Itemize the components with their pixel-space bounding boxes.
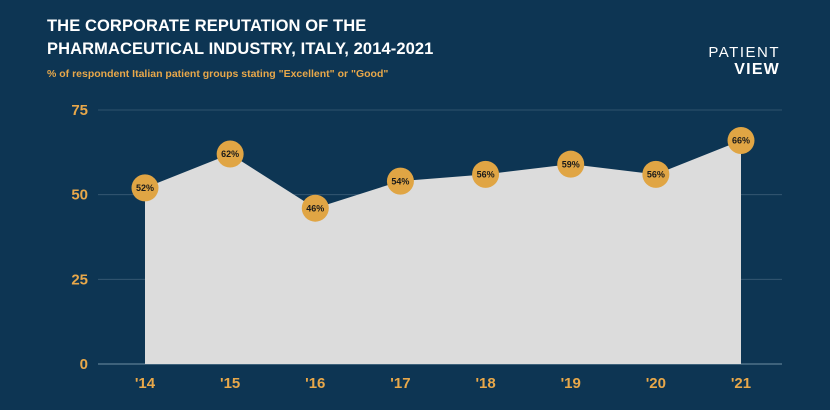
x-tick-label: '16 [305,375,325,392]
patientview-logo: PATIENT VIEW [708,44,780,78]
data-point [472,160,500,188]
data-label: 54% [391,176,409,186]
data-point [557,150,585,178]
y-tick-label: 75 [71,102,88,119]
data-point [642,160,670,188]
x-tick-label: '21 [731,375,751,392]
x-tick-label: '14 [135,375,156,392]
data-label: 52% [136,183,154,193]
data-point [301,194,329,222]
data-label: 56% [647,170,665,180]
x-tick-label: '20 [646,375,666,392]
area-series [145,140,741,364]
y-tick-label: 50 [71,187,88,204]
chart-subtitle: % of respondent Italian patient groups s… [47,68,389,80]
data-label: 59% [562,159,580,169]
y-tick-label: 0 [80,356,88,373]
data-point [386,167,414,195]
logo-line-1: PATIENT [708,44,780,61]
data-label: 46% [306,203,324,213]
y-tick-label: 25 [71,271,88,288]
title-line-2: PHARMACEUTICAL INDUSTRY, ITALY, 2014-202… [47,40,434,58]
x-tick-label: '18 [475,375,495,392]
data-label: 56% [477,170,495,180]
data-label: 66% [732,136,750,146]
x-tick-label: '17 [390,375,410,392]
data-point [216,140,244,168]
data-point [131,174,159,202]
data-label: 62% [221,149,239,159]
chart-title: THE CORPORATE REPUTATION OF THE PHARMACE… [47,15,433,61]
data-point [727,126,755,154]
x-tick-label: '15 [220,375,240,392]
logo-line-2: VIEW [734,61,780,78]
title-line-1: THE CORPORATE REPUTATION OF THE [47,17,367,35]
x-tick-label: '19 [561,375,581,392]
